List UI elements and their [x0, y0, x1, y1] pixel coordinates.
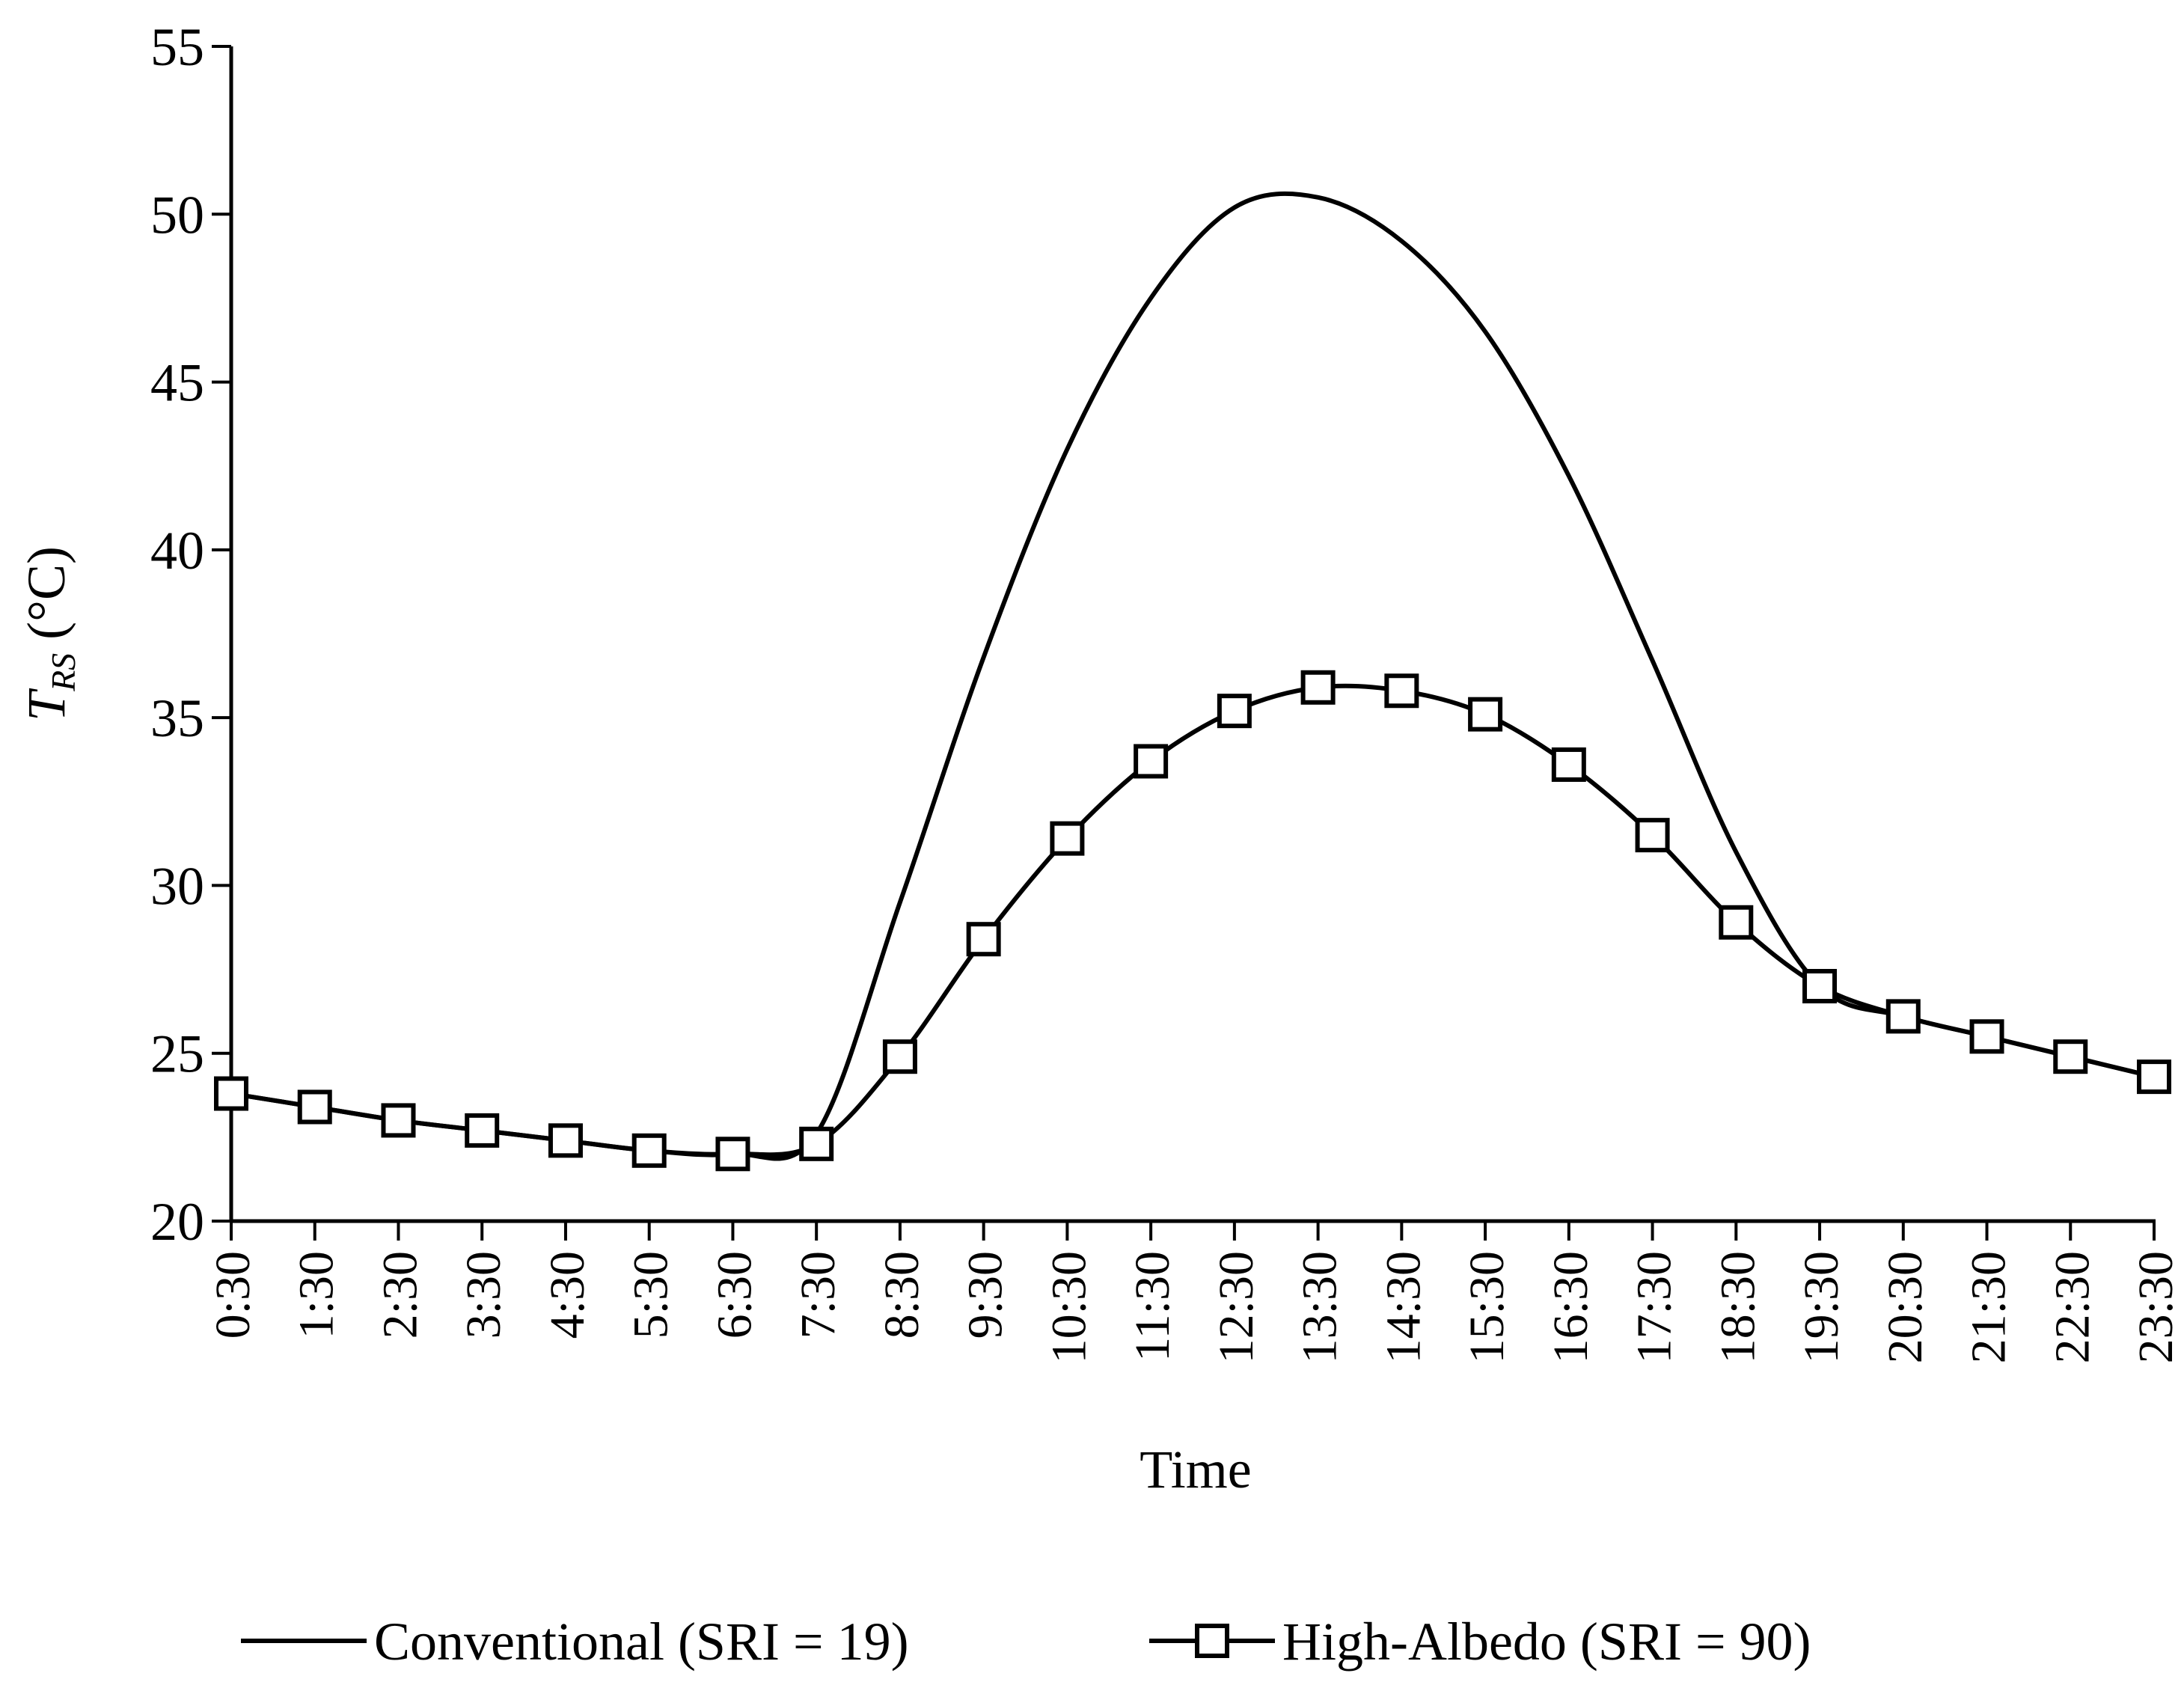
x-tick-label: 17:30: [1627, 1251, 1682, 1363]
legend-marker-high-albedo: [1195, 1624, 1229, 1658]
x-tick-label: 22:30: [2045, 1251, 2099, 1363]
y-tick-label: 45: [150, 353, 204, 413]
series-layer: [214, 191, 2171, 1172]
data-point-marker: [1719, 905, 1754, 940]
x-tick-label: 1:30: [290, 1251, 344, 1339]
x-tick-label: 9:30: [958, 1251, 1013, 1339]
data-point-marker: [1969, 1019, 2004, 1054]
x-tick-label: 6:30: [707, 1251, 762, 1339]
data-point-marker: [1217, 694, 1252, 729]
data-point-marker: [1468, 697, 1503, 732]
legend-label-conventional: Conventional (SRI = 19): [374, 1612, 909, 1672]
data-point-marker: [214, 1076, 248, 1111]
x-tick-label: 8:30: [875, 1251, 929, 1339]
data-point-marker: [1551, 747, 1586, 782]
y-tick-label: 20: [150, 1192, 204, 1252]
data-point-marker: [1134, 744, 1169, 779]
x-tick-label: 11:30: [1125, 1251, 1180, 1362]
data-point-marker: [1635, 818, 1670, 853]
data-point-marker: [966, 922, 1001, 957]
data-point-marker: [1300, 670, 1336, 705]
y-tick-label: 35: [150, 688, 204, 748]
data-point-marker: [1384, 673, 1419, 709]
data-point-marker: [2137, 1059, 2171, 1095]
x-tick-label: 23:30: [2129, 1251, 2183, 1363]
x-tick-label: 20:30: [1878, 1251, 1933, 1363]
data-point-marker: [1050, 821, 1085, 856]
data-point-marker: [1802, 969, 1838, 1003]
y-axis-label: TRS (°C): [16, 546, 82, 721]
x-tick-label: 13:30: [1293, 1251, 1348, 1363]
series-line: [230, 683, 2155, 1157]
data-point-marker: [2053, 1039, 2088, 1074]
x-tick-label: 19:30: [1794, 1251, 1849, 1363]
x-tick-label: 16:30: [1544, 1251, 1598, 1363]
data-point-marker: [1885, 999, 1921, 1034]
data-point-marker: [882, 1039, 917, 1074]
y-tick-label: 25: [150, 1024, 204, 1084]
data-point-marker: [465, 1113, 500, 1148]
series-high-albedo: [214, 670, 2171, 1172]
data-point-marker: [631, 1133, 667, 1168]
y-axis-ticks: 20 25 30 35 40 45 50 55: [150, 17, 231, 1252]
data-point-marker: [381, 1103, 416, 1138]
data-point-marker: [297, 1089, 332, 1125]
x-tick-label: 3:30: [456, 1251, 511, 1339]
x-tick-label: 15:30: [1460, 1251, 1514, 1363]
series-conventional: [230, 191, 2155, 1161]
data-point-marker: [548, 1123, 583, 1158]
y-axis-label-subscript: RS: [44, 653, 82, 692]
data-point-marker: [715, 1137, 750, 1172]
x-tick-label: 5:30: [624, 1251, 679, 1339]
data-point-marker: [799, 1126, 834, 1161]
legend-label-high-albedo: High-Albedo (SRI = 90): [1282, 1612, 1811, 1672]
y-axis-label-main: T: [16, 688, 76, 721]
x-tick-label: 4:30: [540, 1251, 595, 1339]
x-tick-label: 18:30: [1710, 1251, 1765, 1363]
x-axis-label: Time: [1140, 1440, 1251, 1499]
x-tick-label: 7:30: [791, 1251, 845, 1339]
y-tick-label: 30: [150, 856, 204, 916]
x-tick-label: 0:30: [206, 1251, 260, 1339]
x-tick-label: 12:30: [1209, 1251, 1264, 1363]
x-axis-ticks: 0:30 1:30 2:30 3:30 4:30 5:30 6:30 7:30 8:30 9:30…: [206, 1221, 2183, 1363]
y-tick-label: 55: [150, 17, 204, 77]
x-tick-label: 2:30: [373, 1251, 427, 1339]
y-axis-label-unit: (°C): [16, 546, 76, 653]
legend: Conventional (SRI = 19) High-Albedo (SRI…: [241, 1612, 1811, 1672]
x-tick-label: 21:30: [1962, 1251, 2016, 1363]
y-tick-label: 40: [150, 521, 204, 581]
series-line: [230, 191, 2155, 1161]
x-tick-label: 10:30: [1041, 1251, 1096, 1363]
x-tick-label: 14:30: [1376, 1251, 1431, 1363]
y-tick-label: 50: [150, 185, 204, 245]
